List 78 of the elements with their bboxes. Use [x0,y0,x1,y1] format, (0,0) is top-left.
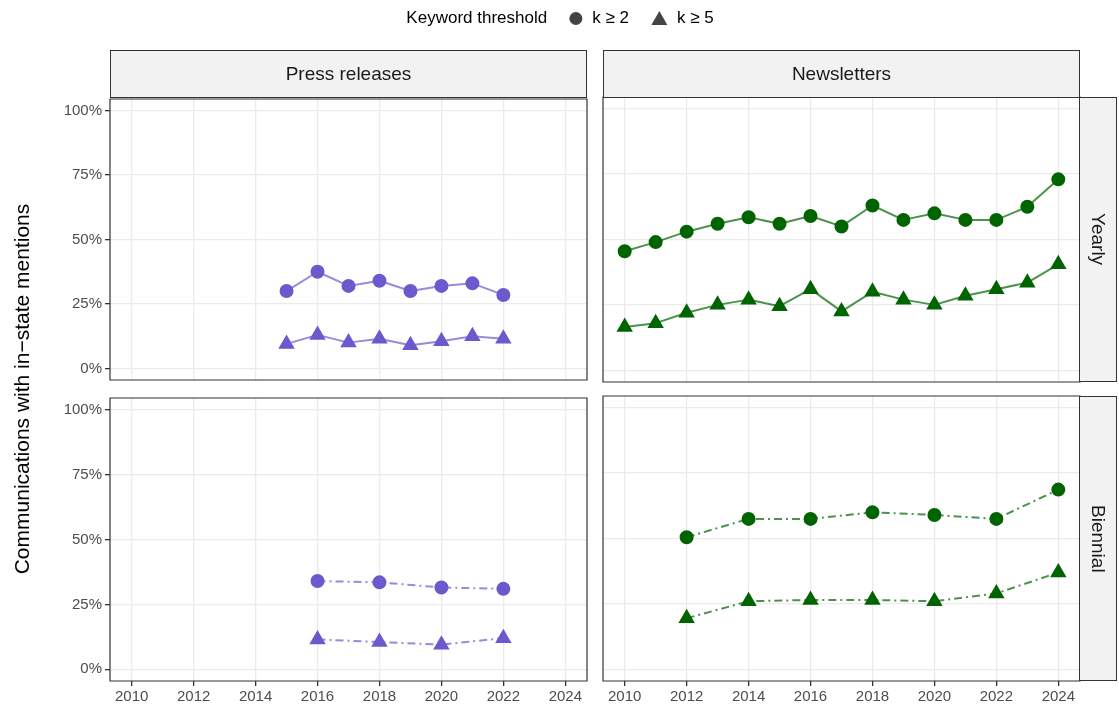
point [864,591,880,605]
x-tick-label: 2016 [300,687,335,705]
x-tick-label: 2016 [793,687,828,705]
point [803,280,819,294]
point [896,212,911,227]
y-tick-label: 100% [63,100,102,118]
point [1020,199,1035,214]
x-tick-label: 2018 [362,687,397,705]
y-tick-label: 50% [71,529,102,547]
y-tick-label: 25% [71,594,102,612]
x-tick-label: 2014 [731,687,766,705]
point [679,609,695,623]
point [834,219,849,234]
point [958,212,973,227]
point [927,206,942,221]
text: k ≥ 2 [592,8,629,28]
point [1019,274,1035,288]
x-tick-label: 2010 [114,687,149,705]
x-tick-label: 2022 [486,687,521,705]
text: k ≥ 5 [676,8,714,28]
point [957,287,973,301]
point [834,302,849,317]
point [648,314,664,328]
point [772,297,788,311]
x-tick-label: 2014 [238,687,273,705]
point [926,296,942,310]
point [741,291,757,305]
point [1051,172,1066,187]
point [803,591,819,605]
point [710,216,725,231]
point [1050,563,1066,578]
x-tick-label: 2024 [548,687,583,705]
point [617,318,633,332]
x-tick-label: 2020 [424,687,459,705]
point [988,280,1004,294]
y-tick-label: 50% [71,229,102,247]
point [741,210,756,225]
point [1051,482,1066,497]
point [772,216,787,231]
y-tick-label: 25% [71,294,102,312]
point [865,198,880,213]
point [989,212,1004,227]
x-tick-label: 2018 [855,687,890,705]
point [895,291,911,305]
x-tick-label: 2010 [607,687,642,705]
x-tick-label: 2012 [669,687,704,705]
y2-axis-title: Yearly [1087,213,1109,266]
x-tick-label: 2022 [979,687,1014,705]
point [617,244,632,259]
y-tick-label: 75% [71,464,102,482]
y-axis-title: Communications with in−state mentions [10,203,34,575]
point [710,296,726,310]
y-tick-label: 0% [80,358,102,376]
y2-axis-title: Biennial [1087,504,1109,573]
point [679,224,694,239]
y-tick-label: 0% [80,659,102,677]
chart-title: Press releases [110,50,587,98]
point [927,507,942,522]
legend-title: Keyword threshold [406,8,548,28]
x-tick-label: 2012 [176,687,211,705]
point [926,592,942,606]
point [803,511,818,526]
y-tick-label: 75% [71,165,102,183]
point [741,592,757,606]
x-tick-label: 2020 [917,687,952,705]
point [988,584,1004,599]
chart-title: Newsletters [603,50,1080,98]
y-tick-label: 100% [63,399,102,417]
point [679,530,694,545]
point [1050,255,1066,270]
point [679,304,695,318]
point [864,283,880,297]
point [648,235,663,250]
point [865,505,880,520]
x-tick-label: 2024 [1041,687,1076,705]
point [989,511,1004,526]
point [803,208,818,223]
point [741,511,756,526]
